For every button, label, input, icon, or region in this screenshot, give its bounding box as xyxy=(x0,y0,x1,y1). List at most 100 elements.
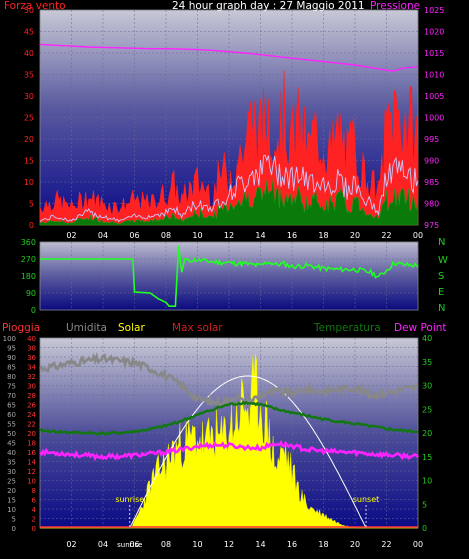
climate-x-ticks: 02 04 06 08 10 12 14 16 18 20 22 00 sunrise xyxy=(66,540,423,549)
wind-tick-label: 5 xyxy=(29,200,34,209)
rain-tick-label: 24 xyxy=(27,411,36,419)
rain-tick-label: 12 xyxy=(27,468,36,476)
climate-x-tick-label: 20 xyxy=(350,540,360,549)
temperature-tick-label: 30 xyxy=(422,382,432,391)
rain-tick-label: 4 xyxy=(32,506,37,514)
pressure-tick-label: 975 xyxy=(424,221,439,230)
temperature-line xyxy=(39,400,419,436)
humidity-tick-label: 45 xyxy=(7,440,16,448)
wind-tick-label: 40 xyxy=(24,49,34,58)
humidity-rain-axis-ticks: 0510152025303540455055606570758085909510… xyxy=(3,335,37,533)
rain-tick-label: 34 xyxy=(27,364,36,372)
wind-tick-label: 0 xyxy=(29,221,34,230)
humidity-tick-label: 15 xyxy=(7,497,16,505)
wind-x-tick-label: 10 xyxy=(192,231,202,240)
wind-x-tick-label: 00 xyxy=(413,231,423,240)
wind-x-tick-label: 12 xyxy=(224,231,234,240)
wind-tick-label: 30 xyxy=(24,92,34,101)
climate-x-tick-label: 00 xyxy=(413,540,423,549)
humidity-tick-label: 35 xyxy=(7,459,16,467)
wind-x-tick-label: 02 xyxy=(66,231,76,240)
humidity-tick-label: 30 xyxy=(7,468,16,476)
solar-series xyxy=(40,353,418,529)
rain-tick-label: 26 xyxy=(27,402,36,410)
rain-tick-label: 28 xyxy=(27,392,36,400)
humidity-tick-label: 75 xyxy=(7,383,16,391)
pressure-tick-label: 980 xyxy=(424,200,439,209)
humidity-tick-label: 65 xyxy=(7,402,16,410)
rain-tick-label: 6 xyxy=(32,497,37,505)
climate-x-tick-label: 06 xyxy=(129,540,139,549)
temperature-axis-ticks: 0 5 10 15 20 25 30 35 40 xyxy=(422,334,432,533)
legend-dewpoint: Dew Point xyxy=(394,322,447,334)
rain-tick-label: 8 xyxy=(32,487,36,495)
wind-axis-ticks: 0 5 10 15 20 25 30 35 40 45 50 xyxy=(24,6,34,230)
climate-series xyxy=(39,351,419,529)
humidity-tick-label: 50 xyxy=(7,430,16,438)
pressure-axis-ticks: 975 980 985 990 995 1000 1005 1010 1015 1020 1025 xyxy=(424,6,444,230)
legend-solar: Solar xyxy=(118,322,145,334)
temperature-tick-label: 25 xyxy=(422,405,432,414)
wind-average-line xyxy=(39,154,419,223)
climate-x-tick-label: 08 xyxy=(161,540,171,549)
wind-tick-label: 20 xyxy=(24,135,34,144)
pressure-tick-label: 1010 xyxy=(424,71,444,80)
humidity-tick-label: 60 xyxy=(7,411,16,419)
wind-x-tick-label: 04 xyxy=(98,231,108,240)
wind-series xyxy=(39,70,419,226)
legend-max-solar: Max solar xyxy=(172,322,223,334)
sunrise-x-label: sunrise xyxy=(117,541,142,549)
wind-x-tick-label: 08 xyxy=(161,231,171,240)
temperature-tick-label: 40 xyxy=(422,334,432,343)
rain-tick-label: 32 xyxy=(27,373,36,381)
wind-axis-label: Forza vento xyxy=(4,0,66,12)
solar-area xyxy=(40,353,418,529)
pressure-tick-label: 1025 xyxy=(424,6,444,15)
wind-gust-area xyxy=(39,70,419,226)
sunrise-label: sunrise xyxy=(115,495,144,504)
sunset-label: sunset xyxy=(353,495,380,504)
pressure-tick-label: 985 xyxy=(424,178,439,187)
humidity-tick-label: 85 xyxy=(7,364,16,372)
climate-x-tick-label: 04 xyxy=(98,540,108,549)
humidity-tick-label: 10 xyxy=(7,506,16,514)
direction-axis-ticks: 0 90 180 270 360 xyxy=(21,238,36,315)
climate-x-tick-label: 02 xyxy=(66,540,76,549)
temperature-tick-label: 5 xyxy=(422,500,427,509)
climate-x-tick-label: 14 xyxy=(255,540,265,549)
humidity-tick-label: 90 xyxy=(7,354,16,362)
direction-tick-label: 180 xyxy=(21,272,36,281)
rain-tick-label: 16 xyxy=(27,449,36,457)
direction-tick-label: 0 xyxy=(31,306,36,315)
rain-tick-label: 18 xyxy=(27,440,36,448)
humidity-tick-label: 20 xyxy=(7,487,16,495)
legend: Pioggia Umidita Solar Max solar Temperatura D… xyxy=(2,322,447,334)
compass-label: S xyxy=(438,271,444,282)
climate-x-tick-label: 12 xyxy=(224,540,234,549)
legend-humidity: Umidita xyxy=(66,322,107,334)
pressure-axis-label: Pressione xyxy=(370,0,420,12)
rain-tick-label: 14 xyxy=(27,459,36,467)
rain-tick-label: 30 xyxy=(27,383,36,391)
temperature-tick-label: 10 xyxy=(422,477,432,486)
sun-markers: sunrise sunset xyxy=(115,495,379,528)
climate-x-tick-label: 10 xyxy=(192,540,202,549)
humidity-tick-label: 95 xyxy=(7,345,16,353)
wind-x-tick-label: 22 xyxy=(381,231,391,240)
dewpoint-line xyxy=(39,439,419,462)
rain-tick-label: 10 xyxy=(27,478,36,486)
wind-direction-line xyxy=(40,245,419,307)
pressure-series xyxy=(39,43,419,72)
humidity-tick-label: 5 xyxy=(12,516,16,524)
humidity-tick-label: 40 xyxy=(7,449,16,457)
wind-tick-label: 45 xyxy=(24,28,34,37)
wind-x-tick-label: 06 xyxy=(129,231,139,240)
wind-direction-grid xyxy=(40,241,419,311)
compass-label: N xyxy=(438,303,445,314)
temperature-tick-label: 15 xyxy=(422,453,432,462)
climate-x-tick-label: 22 xyxy=(381,540,391,549)
wind-tick-label: 15 xyxy=(24,157,34,166)
direction-tick-label: 360 xyxy=(21,238,36,247)
